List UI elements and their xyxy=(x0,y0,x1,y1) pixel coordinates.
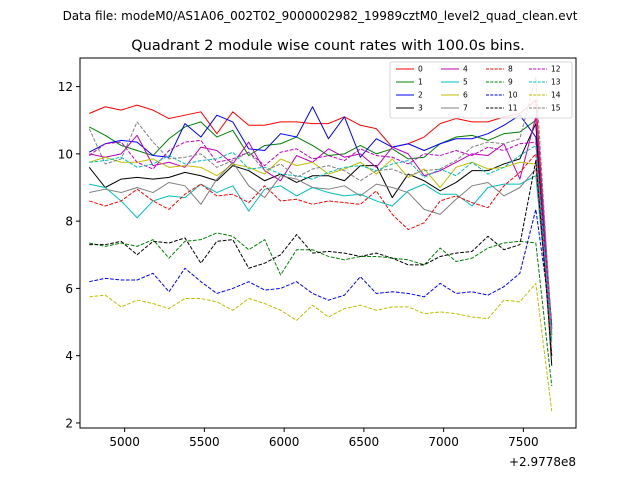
series-line-6 xyxy=(89,156,553,336)
x-tick-label: 5500 xyxy=(189,435,220,449)
legend-label-10: 10 xyxy=(508,91,518,100)
y-axis-ticks: 2 4 6 8 10 12 xyxy=(58,80,80,430)
legend-label-14: 14 xyxy=(551,91,561,100)
legend-label-15: 15 xyxy=(551,104,561,113)
y-tick-label: 6 xyxy=(65,282,73,296)
legend-label-4: 4 xyxy=(463,65,468,74)
y-tick-label: 10 xyxy=(58,147,73,161)
series-layer xyxy=(88,76,553,412)
series-line-8 xyxy=(89,153,553,356)
series-line-10 xyxy=(89,208,553,326)
chart-title: Quadrant 2 module wise count rates with … xyxy=(131,38,525,54)
y-tick-label: 12 xyxy=(58,80,73,94)
y-tick-label: 4 xyxy=(65,349,73,363)
legend-label-0: 0 xyxy=(418,65,423,74)
x-offset-label: +2.9778e8 xyxy=(509,455,576,469)
series-line-1 xyxy=(89,119,553,336)
series-line-4 xyxy=(89,116,553,329)
legend-label-1: 1 xyxy=(418,78,423,87)
legend-label-9: 9 xyxy=(508,78,513,87)
x-tick-label: 7000 xyxy=(428,435,459,449)
legend-label-12: 12 xyxy=(551,65,561,74)
legend-label-5: 5 xyxy=(463,78,468,87)
legend-label-2: 2 xyxy=(418,91,423,100)
x-axis-ticks: 5000 5500 6000 6500 7000 7500 xyxy=(109,428,539,449)
series-line-5 xyxy=(89,175,553,343)
suptitle: Data file: modeM0/AS1A06_002T02_90000029… xyxy=(63,9,578,23)
series-line-12 xyxy=(88,139,553,333)
legend-label-8: 8 xyxy=(508,65,513,74)
series-line-15 xyxy=(88,76,553,336)
series-line-7 xyxy=(89,161,553,333)
series-line-14 xyxy=(89,282,553,412)
legend-frame xyxy=(389,61,573,119)
legend-label-13: 13 xyxy=(551,78,561,87)
legend-label-7: 7 xyxy=(463,104,468,113)
x-tick-label: 6000 xyxy=(269,435,300,449)
y-tick-label: 2 xyxy=(65,416,73,430)
x-tick-label: 6500 xyxy=(349,435,380,449)
legend-label-3: 3 xyxy=(418,104,423,113)
y-tick-label: 8 xyxy=(65,215,73,229)
legend-label-6: 6 xyxy=(463,91,468,100)
x-tick-label: 5000 xyxy=(109,435,140,449)
legend-label-11: 11 xyxy=(508,104,518,113)
series-line-11 xyxy=(89,160,553,356)
series-line-13 xyxy=(89,144,553,339)
x-tick-label: 7500 xyxy=(508,435,539,449)
axes-frame xyxy=(79,57,577,429)
series-line-9 xyxy=(89,232,553,387)
